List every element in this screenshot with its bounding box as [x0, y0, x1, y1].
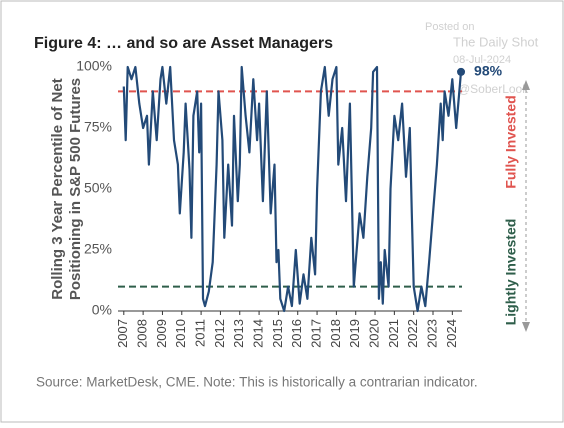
- x-tick-label: 2018: [328, 319, 343, 348]
- x-tick-label: 2007: [115, 319, 130, 348]
- x-tick-label: 2008: [135, 319, 150, 348]
- y-label: Rolling 3 Year Percentile of Net Positio…: [49, 78, 84, 300]
- x-tick-label: 2023: [424, 319, 439, 348]
- y-tick-label: 50%: [84, 180, 112, 196]
- x-tick-label: 2022: [405, 319, 420, 348]
- y-label-line: Rolling 3 Year Percentile of Net: [49, 78, 66, 299]
- data-line: [122, 65, 463, 313]
- last-point: [457, 67, 466, 76]
- x-tick-label: 2015: [270, 319, 285, 348]
- x-tick-label: 2013: [231, 319, 246, 348]
- side-label: Fully Invested: [503, 95, 519, 188]
- x-tick-label: 2019: [347, 319, 362, 348]
- watermark-text: 08-Jul-2024: [453, 54, 511, 66]
- x-tick-label: 2021: [386, 319, 401, 348]
- y-label-line: Positioning in S&P 500 Futures: [67, 78, 84, 300]
- x-tick-label: 2024: [444, 319, 459, 348]
- x-tick-label: 2009: [154, 319, 169, 348]
- x-tick-label: 2020: [366, 319, 381, 348]
- x-tick-label: 2010: [173, 319, 188, 348]
- side-label: Lightly Invested: [503, 219, 519, 326]
- x-tick-label: 2014: [251, 319, 266, 348]
- x-tick-label: 2017: [308, 319, 323, 348]
- y-tick-label: 100%: [76, 58, 112, 74]
- chart-title: Figure 4: … and so are Asset Managers: [34, 35, 333, 52]
- y-tick-label: 0%: [92, 302, 112, 318]
- watermark-text: The Daily Shot: [453, 34, 539, 49]
- source: Source: MarketDesk, CME. Note: This is h…: [36, 375, 478, 390]
- watermark-text: @SoberLook: [458, 82, 529, 96]
- annotation: 98%: [474, 63, 503, 79]
- watermark: Posted on The Daily Shot 08-Jul-2024 @So…: [425, 21, 539, 96]
- y-tick-label: 25%: [84, 241, 112, 257]
- y-tick-label: 75%: [84, 119, 112, 135]
- x-tick-label: 2012: [212, 319, 227, 348]
- x-tick-label: 2016: [289, 319, 304, 348]
- watermark-text: Posted on: [425, 21, 475, 33]
- x-tick-label: 2011: [193, 319, 208, 347]
